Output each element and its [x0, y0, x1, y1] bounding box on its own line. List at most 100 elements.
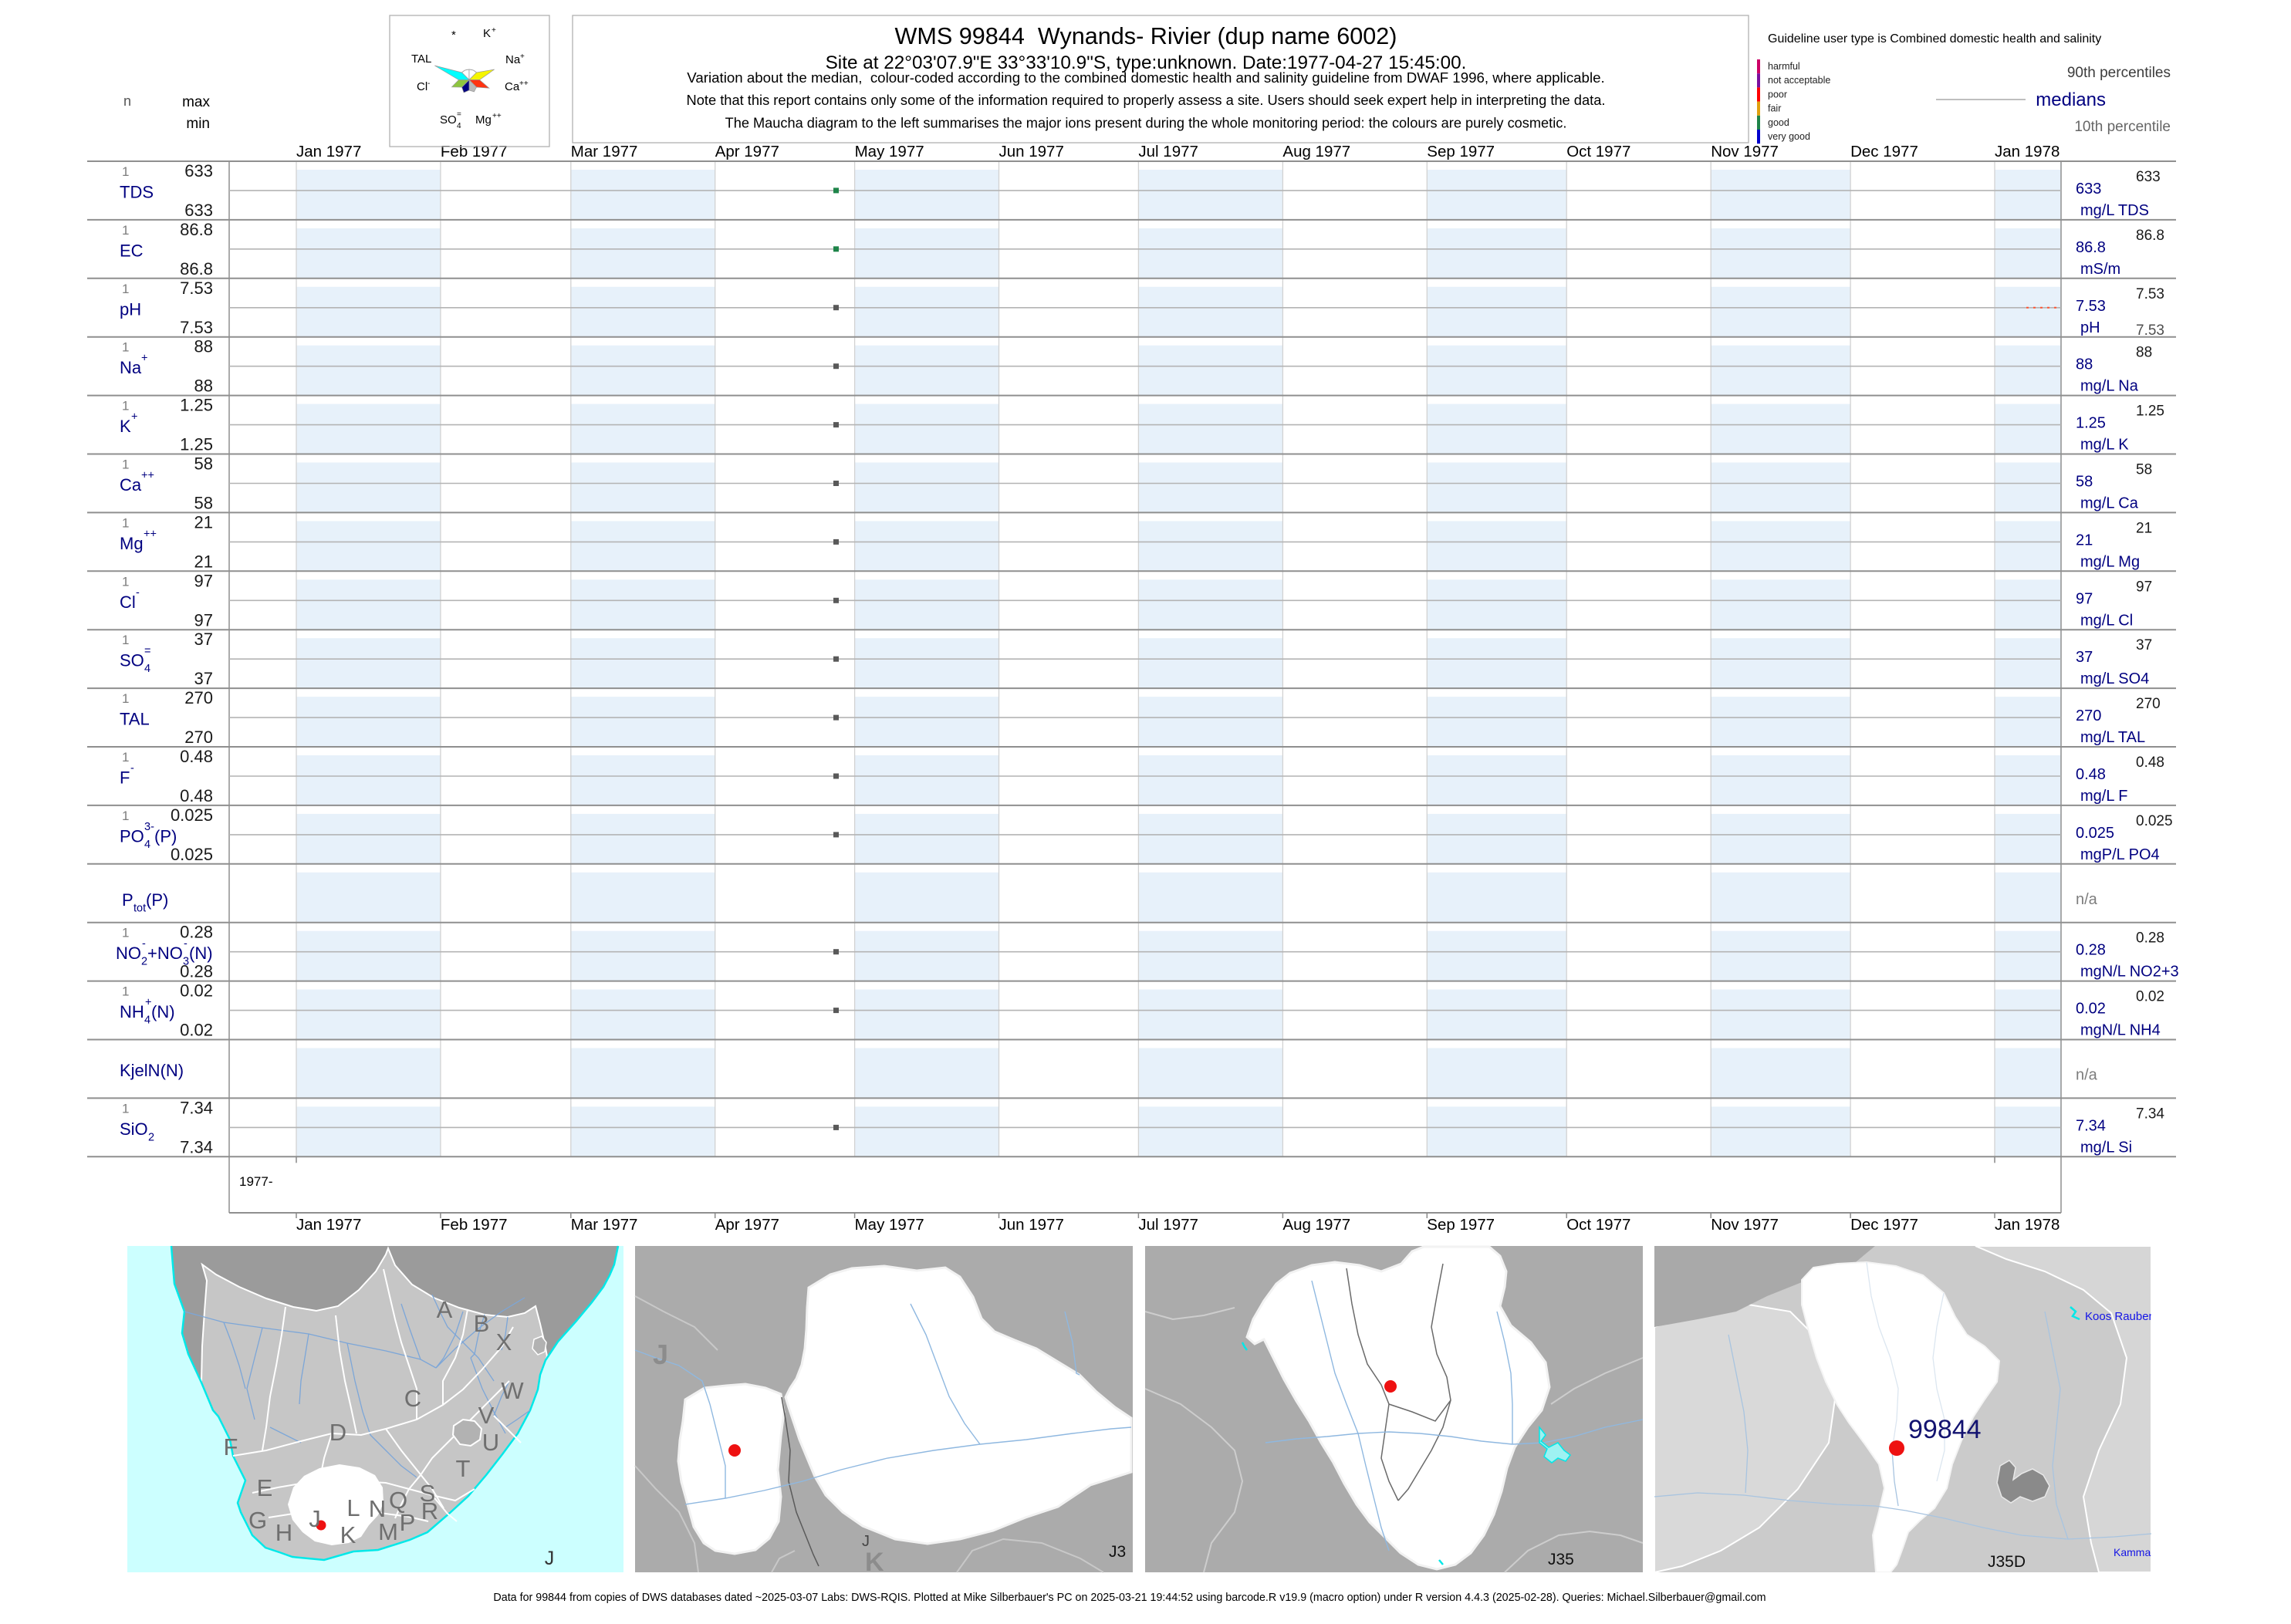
svg-text:WMS 99844 Wynands- Rivier (du: WMS 99844 Wynands- Rivier (dup name 6002… [895, 23, 1397, 49]
svg-text:mg/L Ca: mg/L Ca [2080, 495, 2139, 512]
svg-text:Apr 1977: Apr 1977 [715, 143, 779, 160]
svg-text:86.8: 86.8 [180, 220, 213, 239]
svg-text:L: L [346, 1494, 360, 1521]
svg-text:medians: medians [2036, 89, 2106, 110]
svg-text:D: D [329, 1419, 346, 1446]
svg-text:min: min [186, 116, 210, 132]
svg-text:0.48: 0.48 [2076, 766, 2106, 783]
svg-text:-: - [184, 938, 188, 950]
svg-text:++: ++ [519, 79, 529, 88]
svg-text:1.25: 1.25 [180, 435, 213, 454]
svg-text:G: G [248, 1507, 267, 1534]
svg-text:+: + [131, 411, 137, 424]
svg-text:TAL: TAL [120, 710, 150, 729]
svg-text:PO: PO [120, 826, 144, 846]
svg-text:Koos Raubenhe: Koos Raubenhe [2085, 1310, 2168, 1323]
svg-text:(N): (N) [151, 1002, 175, 1021]
svg-text:-: - [130, 762, 134, 775]
svg-text:NH: NH [120, 1002, 144, 1021]
svg-text:1: 1 [122, 164, 129, 179]
svg-text:mgN/L NO2+3: mgN/L NO2+3 [2080, 964, 2179, 981]
svg-text:37: 37 [2136, 637, 2152, 653]
svg-text:tot: tot [133, 902, 146, 914]
svg-text:10th percentile: 10th percentile [2074, 119, 2171, 135]
svg-text:1: 1 [122, 1101, 129, 1116]
svg-text:7.34: 7.34 [2136, 1106, 2164, 1122]
svg-text:V: V [478, 1402, 495, 1429]
svg-text:F: F [120, 768, 130, 788]
svg-text:J: J [545, 1548, 555, 1569]
svg-text:7.53: 7.53 [180, 318, 213, 337]
svg-text:mg/L K: mg/L K [2080, 437, 2129, 454]
svg-text:E: E [257, 1474, 273, 1501]
svg-text:mg/L Cl: mg/L Cl [2080, 612, 2133, 629]
svg-text:J3: J3 [1109, 1543, 1126, 1561]
svg-text:+: + [492, 26, 496, 35]
svg-text:J35D: J35D [1988, 1553, 2026, 1571]
svg-text:T: T [456, 1455, 471, 1482]
svg-text:n/a: n/a [2076, 891, 2098, 908]
svg-text:(P): (P) [154, 826, 177, 846]
svg-text:0.02: 0.02 [2076, 1001, 2106, 1018]
svg-text:88: 88 [2076, 356, 2093, 373]
svg-text:86.8: 86.8 [180, 259, 213, 279]
svg-text:88: 88 [194, 376, 213, 396]
svg-text:pH: pH [120, 299, 141, 319]
svg-text:NO: NO [116, 944, 141, 963]
svg-text:mg/L Na: mg/L Na [2080, 378, 2139, 395]
svg-text:mg/L F: mg/L F [2080, 788, 2128, 805]
svg-text:Mg: Mg [120, 534, 144, 553]
svg-text:F: F [224, 1433, 238, 1460]
svg-text:58: 58 [194, 494, 213, 513]
svg-text:P: P [122, 890, 133, 910]
svg-text:21: 21 [194, 552, 213, 571]
svg-text:Jan 1978: Jan 1978 [1995, 143, 2060, 160]
svg-text:7.34: 7.34 [180, 1137, 213, 1156]
svg-text:mgN/L NH4: mgN/L NH4 [2080, 1022, 2161, 1039]
svg-text:+: + [145, 997, 151, 1009]
svg-text:=: = [457, 110, 461, 119]
svg-text:1.25: 1.25 [2076, 415, 2106, 432]
svg-text:Mar 1977: Mar 1977 [571, 143, 638, 160]
svg-text:Cl: Cl [120, 593, 136, 612]
svg-text:0.28: 0.28 [180, 923, 213, 942]
svg-text:EC: EC [120, 241, 144, 260]
svg-text:86.8: 86.8 [2076, 239, 2106, 256]
svg-text:7.53: 7.53 [2136, 322, 2164, 339]
svg-text:270: 270 [184, 688, 213, 707]
svg-text:633: 633 [2136, 169, 2161, 185]
svg-text:2: 2 [148, 1131, 154, 1143]
svg-text:X: X [496, 1329, 512, 1356]
svg-text:Data for 99844 from copies of: Data for 99844 from copies of DWS databa… [493, 1592, 1766, 1604]
svg-text:J: J [309, 1505, 321, 1532]
svg-text:58: 58 [194, 454, 213, 474]
svg-text:mgP/L PO4: mgP/L PO4 [2080, 846, 2160, 863]
svg-text:mg/L TAL: mg/L TAL [2080, 729, 2145, 746]
svg-text:good: good [1768, 117, 1789, 128]
svg-text:0.48: 0.48 [180, 786, 213, 805]
svg-text:4: 4 [457, 122, 461, 130]
svg-text:7.53: 7.53 [2076, 298, 2106, 315]
svg-text:1.25: 1.25 [180, 396, 213, 415]
svg-text:SiO: SiO [120, 1119, 148, 1139]
svg-text:1: 1 [122, 984, 129, 999]
svg-text:++: ++ [492, 112, 502, 120]
svg-text:97: 97 [194, 571, 213, 590]
svg-text:633: 633 [2076, 181, 2101, 198]
svg-text:270: 270 [184, 728, 213, 747]
svg-text:Dec 1977: Dec 1977 [1850, 1216, 1918, 1234]
svg-text:TAL: TAL [411, 52, 431, 66]
svg-text:-: - [427, 79, 430, 88]
svg-text:Jan 1978: Jan 1978 [1995, 1216, 2060, 1234]
svg-text:harmful: harmful [1768, 61, 1800, 72]
svg-text:Mar 1977: Mar 1977 [571, 1216, 638, 1234]
svg-text:K: K [340, 1521, 356, 1548]
svg-text:KjelN(N): KjelN(N) [120, 1061, 184, 1080]
svg-text:pH: pH [2080, 319, 2100, 336]
svg-text:1: 1 [122, 223, 129, 238]
svg-text:1977-: 1977- [239, 1174, 272, 1189]
svg-text:B: B [474, 1310, 490, 1337]
svg-text:mg/L Si: mg/L Si [2080, 1139, 2132, 1156]
svg-text:poor: poor [1768, 89, 1787, 100]
svg-text:1: 1 [122, 457, 129, 472]
